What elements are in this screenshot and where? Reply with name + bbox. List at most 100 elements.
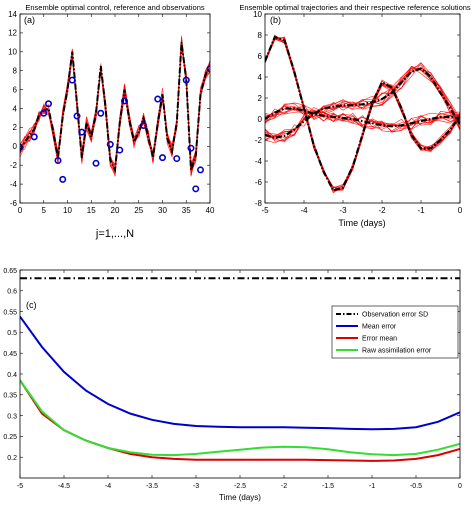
panel-c-xtick-label: 0 [458,483,462,490]
panel-c-xtick-label: -5 [17,483,23,490]
panel-a-observation-point [192,185,200,193]
panel-c-xtick-label: -2.5 [234,483,246,490]
panel-b-ensemble-line [265,111,460,127]
panel-c-xtick-label: -4.5 [58,483,70,490]
panel-a-ytick-label: 0 [13,142,18,151]
panel-c-series-line-1 [20,316,460,431]
panel-a-observation-point [206,65,210,73]
panel-a-ytick-label: 14 [8,10,17,19]
panel-a-observation-point [121,97,129,105]
panel-a-observation-point [30,133,38,141]
panel-a-xtick-label: 40 [206,206,215,215]
panel-b-xtick-label: -5 [261,206,269,215]
panel-c-ytick-label: 0.35 [3,393,17,400]
panel-b-ticks: -5 -4 -3 -2 -1 0 -8 -6 -4 -2 0 2 4 6 8 10 [253,10,463,215]
panel-a: Ensemble optimal control, reference and … [8,3,215,240]
panel-c-xlabel: Time (days) [219,493,261,502]
panel-a-observation-point [140,122,148,130]
panel-a-observation-point [20,143,24,151]
panel-a-observation-point [154,95,162,103]
panel-b-ytick-label: 6 [258,52,263,61]
panel-a-ytick-label: -6 [10,199,18,208]
panel-a-ytick-label: 10 [8,48,17,57]
panel-a-observation-point [197,166,205,174]
panel-a-ytick-label: 12 [8,29,17,38]
panel-a-observation-point [78,128,86,136]
panel-b-ytick-label: 8 [258,31,263,40]
panel-a-observation-point [97,109,105,117]
panel-c-ytick-label: 0.4 [7,372,17,379]
legend-label: Observation error SD [362,312,428,319]
panel-b-ytick-label: 4 [258,73,263,82]
panel-a-xtick-label: 0 [18,206,23,215]
panel-c-ytick-label: 0.2 [7,455,17,462]
panel-b-ytick-label: 0 [258,115,263,124]
panel-a-ytick-label: 8 [13,67,18,76]
panel-c-ytick-label: 0.6 [7,289,17,296]
panel-c-xtick-label: -1 [369,483,375,490]
legend-label: Raw assimilation error [362,348,432,355]
panel-b-reference-line [265,67,460,140]
panel-b-ytick-label: 2 [258,94,263,103]
panel-a-xtick-label: 30 [158,206,167,215]
panel-c-ytick-label: 0.25 [3,434,17,441]
panel-c-legend: Observation error SD Mean error Error mean… [331,305,459,359]
panel-a-observation-point [182,76,190,84]
panel-a-xtick-label: 15 [87,206,96,215]
panel-c-ytick-label: 0.55 [3,309,17,316]
panel-a-observation-point [187,144,195,152]
panel-c-xtick-label: -3.5 [146,483,158,490]
panel-a-xtick-label: 25 [134,206,143,215]
panel-a-reference-line [20,42,210,174]
panel-a-observation-point [40,109,48,117]
panel-c: -5 -4.5 -4 -3.5 -3 -2.5 -2 -1.5 -1 -0.5 0 0.2 0.25 0.… [3,268,462,502]
panel-b-xlabel: Time (days) [338,218,385,228]
panel-b-ytick-label: -4 [255,157,263,166]
panel-c-xtick-label: -0.5 [410,483,422,490]
panel-a-observation-point [54,156,62,164]
panel-b-ytick-label: 10 [253,10,262,19]
panel-a-ytick-label: -2 [10,161,18,170]
panel-c-series [20,277,460,462]
panel-a-xtick-label: 35 [182,206,191,215]
panel-a-label: (a) [24,15,35,25]
panel-b-series [265,34,460,194]
panel-c-ytick-label: 0.45 [3,351,17,358]
panel-a-observation-point [159,154,167,162]
panel-b-xtick-label: 0 [458,206,463,215]
panel-c-ytick-label: 0.65 [3,268,17,275]
panel-a-observation-point [73,112,81,120]
panel-a-series [20,35,210,193]
panel-a-observation-point [44,100,52,108]
panel-b-xtick-label: -3 [339,206,347,215]
panel-a-ytick-label: 2 [13,123,18,132]
panel-c-ticks: -5 -4.5 -4 -3.5 -3 -2.5 -2 -1.5 -1 -0.5 0 0.2 0.25 0.… [3,268,462,490]
panel-a-observation-point [106,140,114,148]
panel-c-series-line-3 [20,379,460,457]
panel-c-ytick-label: 0.3 [7,413,17,420]
panel-c-ytick-label: 0.5 [7,330,17,337]
panel-a-ytick-label: -4 [10,180,18,189]
panel-b-title: Ensemble optimal trajectories and their … [239,3,471,12]
panel-a-title: Ensemble optimal control, reference and … [25,3,205,12]
panel-a-xtick-label: 10 [63,206,72,215]
panel-c-xtick-label: -2 [281,483,287,490]
panel-a-observation-point [59,175,67,183]
panel-a-observation-point [116,146,124,154]
panel-b-xtick-label: -2 [378,206,386,215]
panel-b-ytick-label: -8 [255,199,263,208]
panel-a-ytick-label: 4 [13,104,18,113]
panel-b-xtick-label: -1 [417,206,425,215]
panel-b-xtick-label: -4 [300,206,308,215]
legend-label: Error mean [362,336,397,343]
panel-c-xtick-label: -1.5 [322,483,334,490]
panel-b-reference-line [265,35,460,192]
panel-a-xtick-label: 5 [42,206,47,215]
panel-b-ytick-label: -2 [255,136,263,145]
panel-a-observation-point [173,155,181,163]
panel-c-xtick-label: -3 [193,483,199,490]
panel-a-observation-point [68,76,76,84]
panel-b-label: (b) [270,15,281,25]
panel-a-xtick-label: 20 [111,206,120,215]
